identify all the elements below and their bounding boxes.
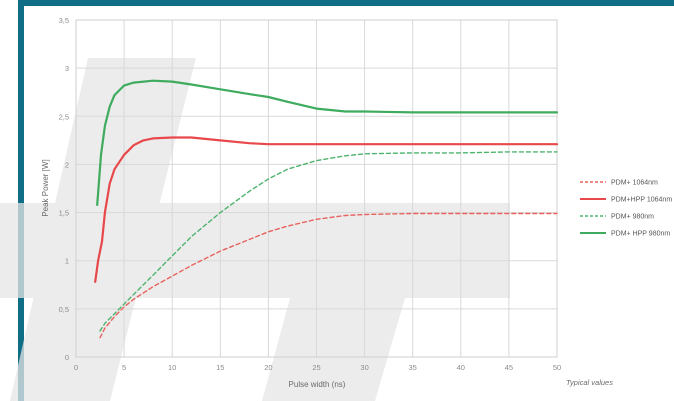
- legend-label: PDM+HPP 1064nm: [611, 197, 672, 204]
- x-tick-label: 30: [360, 363, 368, 372]
- left-frame-bar: [18, 0, 24, 401]
- y-tick-label: 1: [65, 257, 69, 266]
- y-tick-label: 1,5: [59, 209, 69, 218]
- series-line-3: [99, 151, 558, 332]
- x-tick-label: 45: [505, 363, 513, 372]
- y-tick-label: 2,5: [59, 112, 69, 121]
- y-tick-label: 0: [65, 353, 69, 362]
- legend-label: PDM+ HPP 980nm: [611, 231, 670, 238]
- y-tick-label: 2: [65, 160, 69, 169]
- y-tick-label: 0,5: [59, 305, 69, 314]
- grid: [75, 19, 558, 358]
- series-line-4: [96, 79, 559, 206]
- x-tick-label: 40: [457, 363, 465, 372]
- typical-values-note: Typical values: [566, 378, 613, 387]
- x-tick-label: 10: [168, 363, 176, 372]
- x-tick-label: 20: [264, 363, 272, 372]
- x-axis-title: Pulse width (ns): [289, 380, 346, 389]
- top-frame-bar: [18, 0, 674, 6]
- plot-area-border: [75, 19, 558, 358]
- legend-label: PDM+ 980nm: [611, 214, 654, 221]
- x-tick-label: 15: [216, 363, 224, 372]
- y-axis-title: Peak Power [W]: [41, 159, 50, 216]
- x-tick-label: 0: [74, 363, 78, 372]
- series-line-2: [94, 136, 559, 283]
- legend-label: PDM+ 1064nm: [611, 180, 658, 187]
- y-tick-label: 3,5: [59, 16, 69, 25]
- legend: PDM+ 1064nm PDM+HPP 1064nm PDM+ 980nm PDM+ …: [580, 180, 672, 238]
- x-tick-label: 25: [312, 363, 320, 372]
- series-line-1: [99, 212, 558, 339]
- y-tick-label: 3: [65, 64, 69, 73]
- x-tick-label: 35: [409, 363, 417, 372]
- x-tick-label: 5: [122, 363, 126, 372]
- x-tick-label: 50: [553, 363, 561, 372]
- series-lines: [94, 79, 559, 339]
